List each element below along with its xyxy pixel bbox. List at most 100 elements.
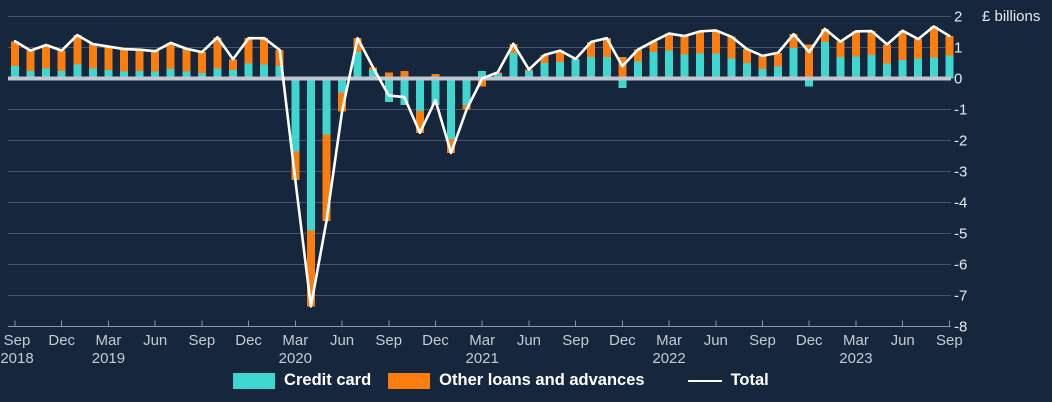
bar-credit-card [898,59,907,79]
bar-other-loans [478,78,487,87]
y-axis-label: -1 [954,102,967,119]
x-axis-label: Sep [4,332,31,349]
y-axis-label: -8 [954,319,967,336]
bar-credit-card [571,59,580,79]
bar-other-loans [213,37,222,69]
bar-credit-card [945,55,954,79]
y-axis-label: 0 [954,71,962,88]
bar-other-loans [182,48,191,72]
bar-other-loans [633,49,642,62]
bar-other-loans [883,44,892,64]
y-axis-label: -7 [954,288,967,305]
bar-other-loans [88,44,97,69]
bar-other-loans [680,36,689,55]
bar-credit-card [306,78,315,231]
y-axis-unit-label: £ billions [982,8,1041,25]
bar-credit-card [867,54,876,79]
chart-legend: Credit card Other loans and advances Tot… [233,371,786,390]
bar-credit-card [88,68,97,79]
bar-credit-card [182,71,191,79]
bar-credit-card [680,54,689,79]
bar-other-loans [353,38,362,53]
bar-other-loans [42,45,51,69]
bar-credit-card [587,56,596,79]
x-axis-label: Jun [517,332,541,349]
y-axis-label: -5 [954,226,967,243]
bar-credit-card [711,53,720,79]
bar-other-loans [774,52,783,67]
y-axis-label: -4 [954,195,967,212]
x-axis-year-label: 2022 [652,350,685,367]
bar-other-loans [73,35,82,65]
bar-other-loans [120,49,129,72]
bar-credit-card [929,57,938,79]
bar-credit-card [789,48,798,79]
bar-credit-card [166,69,175,79]
bar-other-loans [400,70,409,79]
bar-credit-card [42,68,51,79]
x-axis-label: Dec [422,332,449,349]
x-axis-label: Dec [48,332,75,349]
x-axis-label: Jun [891,332,915,349]
bar-credit-card [556,61,565,79]
x-axis-year-label: 2021 [466,350,499,367]
bar-other-loans [649,41,658,53]
bar-credit-card [11,66,19,79]
bar-credit-card [805,78,814,87]
bar-credit-card [914,58,923,79]
x-axis-label: Sep [936,332,963,349]
bar-other-loans [836,41,845,57]
bar-credit-card [353,52,362,79]
bar-credit-card [229,69,238,79]
bar-credit-card [649,52,658,79]
bar-credit-card [400,78,409,105]
zero-line [8,76,951,81]
bar-credit-card [820,41,829,79]
bar-other-loans [384,72,393,79]
y-axis-label: -6 [954,257,967,274]
bar-credit-card [104,69,113,79]
x-axis-label: Sep [375,332,402,349]
bar-other-loans [602,38,611,57]
bar-credit-card [883,63,892,79]
bar-credit-card [197,72,206,79]
x-axis-year-label: 2019 [92,350,125,367]
bar-other-loans [665,33,674,51]
x-axis-label: Mar [469,332,495,349]
bar-other-loans [587,41,596,57]
bar-other-loans [898,30,907,60]
bar-other-loans [509,43,518,54]
bar-credit-card [57,70,66,79]
bar-credit-card [851,56,860,79]
bar-credit-card [462,78,471,105]
bar-other-loans [11,41,19,67]
other-loans-swatch [388,372,431,389]
bar-credit-card [602,56,611,79]
bar-other-loans [805,44,814,79]
bar-credit-card [774,66,783,79]
other-loans-legend-label: Other loans and advances [439,371,645,389]
bar-other-loans [260,38,269,65]
x-axis-label: Mar [96,332,122,349]
bar-credit-card [244,63,253,79]
bar-credit-card [758,69,767,79]
x-axis-label: Mar [282,332,308,349]
credit-card-legend-label: Credit card [284,371,372,389]
bar-other-loans [135,49,144,71]
bar-credit-card [524,71,533,79]
bar-other-loans [151,51,160,72]
bar-credit-card [120,71,129,79]
bar-credit-card [633,61,642,79]
bar-credit-card [478,70,487,79]
bar-credit-card [73,64,82,79]
bar-other-loans [104,46,113,70]
bar-credit-card [151,71,160,79]
bar-other-loans [415,111,424,133]
bar-credit-card [696,53,705,79]
bar-credit-card [447,78,456,139]
bar-other-loans [26,50,35,71]
y-axis-label: -2 [954,133,967,150]
x-axis-label: Jun [143,332,167,349]
bar-credit-card [260,64,269,79]
